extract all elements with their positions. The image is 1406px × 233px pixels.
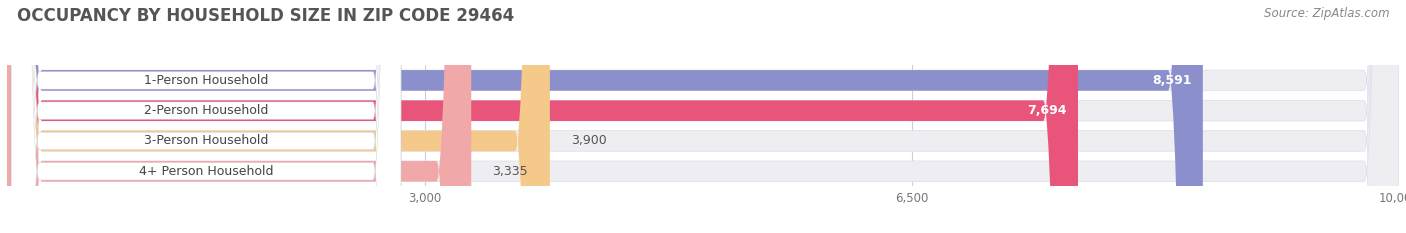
FancyBboxPatch shape <box>11 0 401 233</box>
Text: 7,694: 7,694 <box>1028 104 1067 117</box>
FancyBboxPatch shape <box>7 0 1204 233</box>
Text: 8,591: 8,591 <box>1152 74 1192 87</box>
FancyBboxPatch shape <box>7 0 550 233</box>
Text: 4+ Person Household: 4+ Person Household <box>139 165 273 178</box>
FancyBboxPatch shape <box>7 0 1399 233</box>
FancyBboxPatch shape <box>11 0 401 233</box>
FancyBboxPatch shape <box>7 0 1399 233</box>
FancyBboxPatch shape <box>7 0 471 233</box>
FancyBboxPatch shape <box>7 0 1399 233</box>
FancyBboxPatch shape <box>7 0 1078 233</box>
Text: 3,335: 3,335 <box>492 165 527 178</box>
Text: 1-Person Household: 1-Person Household <box>143 74 269 87</box>
Text: 3-Person Household: 3-Person Household <box>143 134 269 147</box>
Text: 3,900: 3,900 <box>571 134 606 147</box>
Text: Source: ZipAtlas.com: Source: ZipAtlas.com <box>1264 7 1389 20</box>
Text: 2-Person Household: 2-Person Household <box>143 104 269 117</box>
FancyBboxPatch shape <box>11 0 401 233</box>
FancyBboxPatch shape <box>11 0 401 233</box>
Text: OCCUPANCY BY HOUSEHOLD SIZE IN ZIP CODE 29464: OCCUPANCY BY HOUSEHOLD SIZE IN ZIP CODE … <box>17 7 515 25</box>
FancyBboxPatch shape <box>7 0 1399 233</box>
